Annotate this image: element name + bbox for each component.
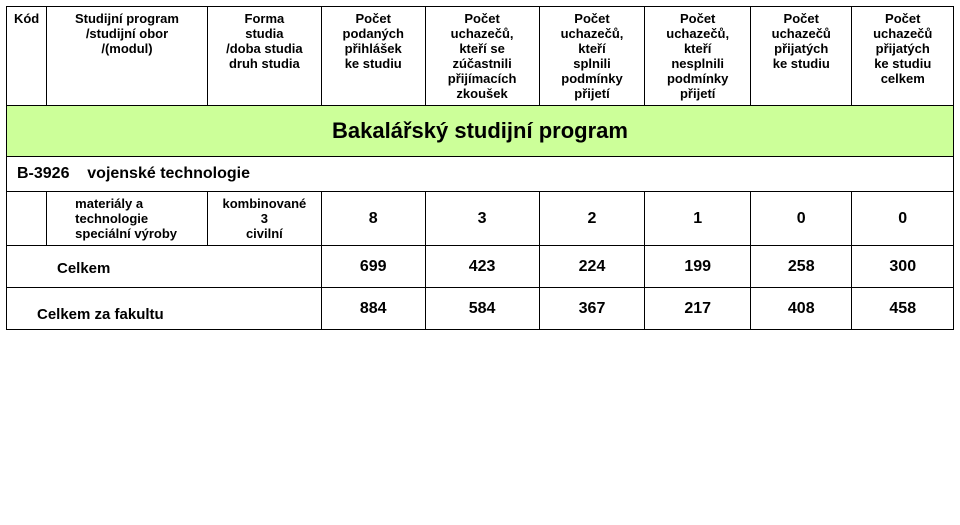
row-v5: 0 bbox=[751, 192, 852, 246]
total-v3: 224 bbox=[539, 246, 645, 288]
header-kod: Kód bbox=[7, 7, 47, 106]
group-name: vojenské technologie bbox=[87, 165, 250, 182]
header-col1: Počet podaných přihlášek ke studiu bbox=[321, 7, 425, 106]
total-label: Celkem bbox=[7, 246, 322, 288]
total-v4: 199 bbox=[645, 246, 751, 288]
row-form: kombinované 3 civilní bbox=[207, 192, 321, 246]
section-title-row: Bakalářský studijní program bbox=[7, 106, 954, 157]
section-title: Bakalářský studijní program bbox=[7, 106, 954, 157]
faculty-total-v2: 584 bbox=[425, 288, 539, 330]
faculty-total-v5: 408 bbox=[751, 288, 852, 330]
group-row: B-3926 vojenské technologie bbox=[7, 157, 954, 192]
row-v4: 1 bbox=[645, 192, 751, 246]
header-col2: Počet uchazečů, kteří se zúčastnili přij… bbox=[425, 7, 539, 106]
faculty-total-label: Celkem za fakultu bbox=[7, 288, 322, 330]
total-v6: 300 bbox=[852, 246, 954, 288]
header-col5: Počet uchazečů přijatých ke studiu bbox=[751, 7, 852, 106]
header-col3: Počet uchazečů, kteří splnili podmínky p… bbox=[539, 7, 645, 106]
row-v2: 3 bbox=[425, 192, 539, 246]
faculty-total-v4: 217 bbox=[645, 288, 751, 330]
row-kod bbox=[7, 192, 47, 246]
total-v5: 258 bbox=[751, 246, 852, 288]
admissions-table: Kód Studijní program /studijní obor /(mo… bbox=[6, 6, 954, 330]
row-v3: 2 bbox=[539, 192, 645, 246]
header-program: Studijní program /studijní obor /(modul) bbox=[47, 7, 208, 106]
row-v1: 8 bbox=[321, 192, 425, 246]
data-row: materiály a technologie speciální výroby… bbox=[7, 192, 954, 246]
header-row: Kód Studijní program /studijní obor /(mo… bbox=[7, 7, 954, 106]
header-col6: Počet uchazečů přijatých ke studiu celke… bbox=[852, 7, 954, 106]
faculty-total-v3: 367 bbox=[539, 288, 645, 330]
total-v2: 423 bbox=[425, 246, 539, 288]
header-col4: Počet uchazečů, kteří nesplnili podmínky… bbox=[645, 7, 751, 106]
row-v6: 0 bbox=[852, 192, 954, 246]
group-cell: B-3926 vojenské technologie bbox=[7, 157, 954, 192]
total-v1: 699 bbox=[321, 246, 425, 288]
faculty-total-v1: 884 bbox=[321, 288, 425, 330]
header-forma: Forma studia /doba studia druh studia bbox=[207, 7, 321, 106]
faculty-total-row: Celkem za fakultu 884 584 367 217 408 45… bbox=[7, 288, 954, 330]
row-label: materiály a technologie speciální výroby bbox=[47, 192, 208, 246]
faculty-total-v6: 458 bbox=[852, 288, 954, 330]
total-row: Celkem 699 423 224 199 258 300 bbox=[7, 246, 954, 288]
group-code: B-3926 bbox=[17, 165, 69, 182]
